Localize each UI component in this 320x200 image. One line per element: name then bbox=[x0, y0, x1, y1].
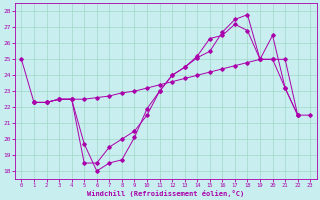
X-axis label: Windchill (Refroidissement éolien,°C): Windchill (Refroidissement éolien,°C) bbox=[87, 190, 244, 197]
